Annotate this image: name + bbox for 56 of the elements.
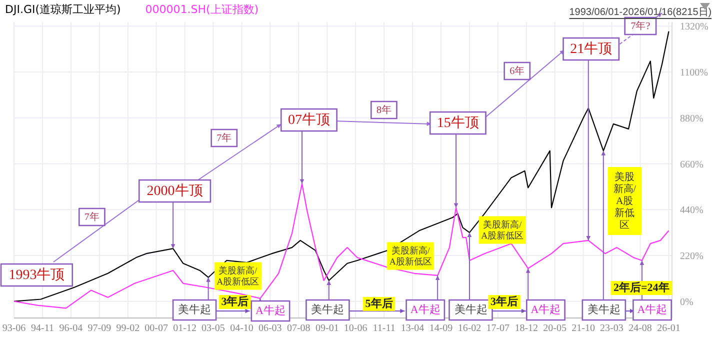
x-tick-label: 06-03: [258, 323, 282, 334]
x-tick-label: 01-12: [173, 323, 196, 334]
annotation: 8年: [376, 104, 392, 116]
x-tick-label: 10-06: [344, 323, 368, 334]
x-tick-label: 16-02: [458, 323, 482, 334]
annotation: 5年后: [365, 297, 393, 310]
x-tick-label: 94-11: [31, 323, 54, 334]
annotation: 7年: [84, 210, 100, 222]
x-tick-label: 04-10: [230, 323, 254, 334]
x-tick-label: 97-09: [88, 323, 112, 334]
annotation: A牛起: [256, 304, 286, 317]
x-tick-label: 17-07: [486, 323, 510, 334]
annotation: 美牛起: [454, 303, 488, 316]
x-tick-label: 11-11: [372, 323, 396, 334]
annotation: 2000牛顶: [146, 182, 203, 198]
annotation: 21牛顶: [570, 40, 612, 56]
x-tick-label: 21-10: [572, 323, 595, 334]
x-tick-label: 13-04: [400, 323, 424, 334]
x-tick-label: 99-02: [116, 323, 140, 334]
annotation: 2年后=24年: [614, 281, 670, 294]
annotation: 美牛起: [587, 303, 620, 316]
y-tick-label: 220%: [680, 251, 704, 262]
x-tick-label: 03-05: [202, 323, 225, 334]
annotation: 15牛顶: [436, 114, 479, 130]
annotation: 美牛起: [311, 303, 344, 316]
annotation: 3年后: [221, 295, 249, 308]
annotation: 7年: [216, 132, 232, 144]
x-tick-label: 24-08: [628, 323, 652, 334]
x-tick-label: 07-08: [286, 323, 310, 334]
annotation: A牛起: [530, 303, 561, 316]
annotation: 07牛顶: [288, 112, 330, 128]
x-tick-label: 93-06: [2, 323, 26, 334]
y-tick-label: 660%: [680, 159, 704, 170]
annotation: 美牛起: [178, 303, 212, 316]
x-tick-label: 18-12: [514, 323, 538, 334]
annotation: 7年?: [630, 20, 651, 32]
annotation: 1993牛顶: [8, 266, 65, 282]
x-tick-label: 09-01: [316, 323, 339, 334]
y-tick-label: 880%: [680, 113, 704, 124]
x-tick-label: 96-04: [59, 323, 83, 334]
annotation: A牛起: [637, 303, 668, 316]
y-tick-label: 0%: [680, 296, 694, 308]
annotation: 3年后: [490, 295, 518, 308]
y-tick-label: 1100%: [680, 68, 708, 79]
text: DJI.GI(道琼斯工业平均): [5, 3, 121, 16]
annotation: A牛起: [410, 303, 440, 316]
x-tick-label: 00-07: [144, 323, 168, 334]
x-tick-label: 26-01: [657, 323, 680, 334]
annotation: 6年: [510, 64, 525, 76]
y-tick-label: 1320%: [680, 22, 708, 33]
annotation: 美股新高/A股新低区: [613, 170, 636, 230]
x-tick-label: 23-03: [600, 323, 624, 334]
text: 000001.SH(上证指数): [145, 3, 259, 16]
y-tick-label: 440%: [680, 205, 704, 216]
x-tick-label: 20-05: [543, 323, 566, 334]
x-tick-label: 14-09: [429, 323, 453, 334]
